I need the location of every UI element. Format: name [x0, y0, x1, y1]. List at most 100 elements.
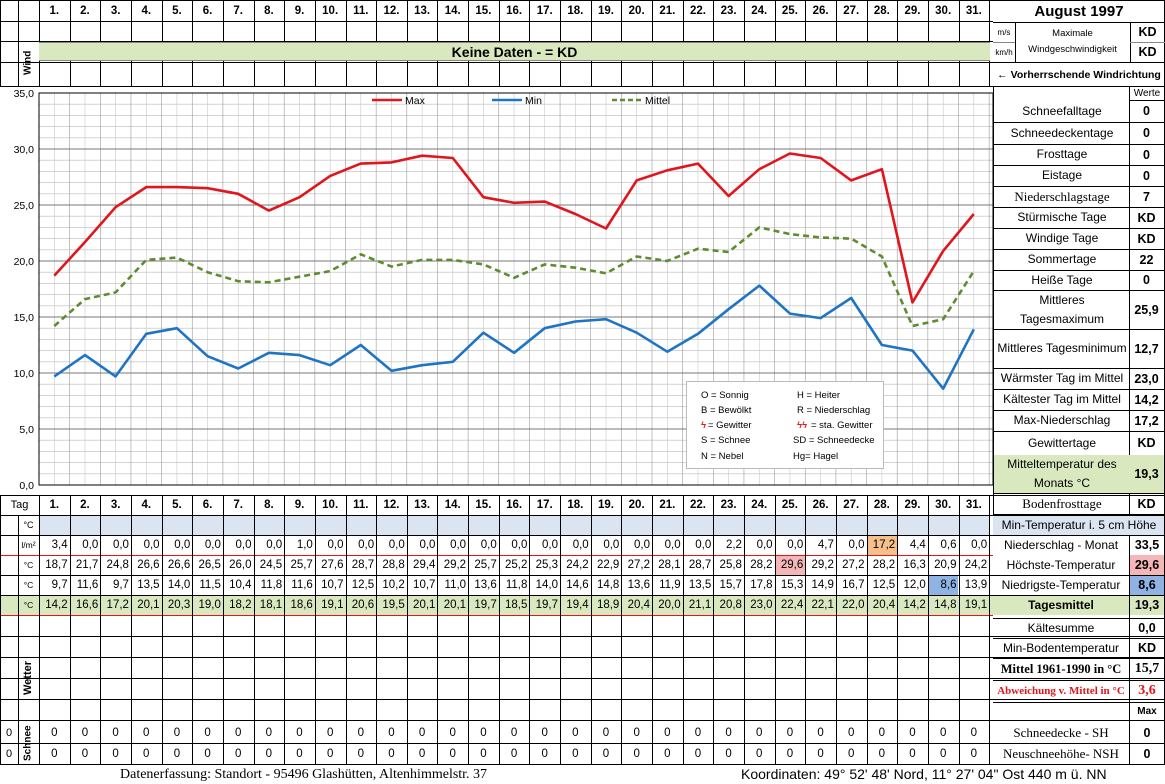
day-header-bottom-31: 31.	[965, 499, 982, 511]
stat-label-8: Heiße Tage	[1031, 273, 1093, 287]
tmean-cell-24: 23,0	[750, 599, 773, 611]
tmin-cell-17: 14,0	[535, 579, 559, 591]
stat-value-2: 0	[1143, 147, 1150, 162]
day-header-bottom-23: 23.	[720, 499, 737, 511]
grid-line-v	[897, 61, 898, 86]
tag-label: Tag	[10, 499, 29, 511]
precip-cell-29: 4,4	[909, 539, 926, 551]
tmin-cell-7: 10,4	[229, 579, 252, 591]
stat-value-3: 0	[1143, 168, 1150, 183]
grid-line-v	[499, 495, 500, 765]
tmin-cell-22: 13,5	[688, 579, 712, 591]
tmax-cell-4: 26,6	[137, 559, 160, 571]
precip-total: 33,5	[1134, 538, 1160, 552]
nsh-cell-2: 0	[81, 747, 89, 760]
stat-label-12: Kältester Tag im Mittel	[1003, 392, 1121, 406]
tmin-cell-30: 8,6	[927, 575, 959, 595]
tmin-cell-28: 12,5	[872, 579, 896, 591]
day-header-3: 3.	[110, 5, 121, 17]
sh-label: Schneedecke - SH	[1013, 724, 1109, 740]
grid-line-h	[993, 86, 1165, 87]
tmax-cell-12: 28,8	[382, 559, 405, 571]
tmean-cell-8: 18,1	[259, 599, 283, 611]
tmin-cell-16: 11,8	[505, 579, 528, 591]
grid-line-v	[928, 495, 929, 765]
grid-line-v	[18, 515, 19, 765]
grid-line-h	[993, 368, 1165, 369]
sh-cell-18: 0	[572, 726, 579, 739]
min5cm-label: Min-Temperatur i. 5 cm Höhe	[993, 515, 1165, 535]
nsh-cell-27: 0	[848, 747, 855, 760]
day-header-bottom-18: 18.	[567, 499, 584, 511]
day-header-16: 16.	[506, 5, 523, 17]
tmin-cell-18: 14,6	[566, 579, 589, 591]
tmax-total: 29,6	[1129, 555, 1165, 575]
precip-cell-4: 0,0	[143, 539, 160, 551]
grid-line-v	[621, 0, 622, 42]
day-header-bottom-25: 25.	[781, 499, 798, 511]
sh-cell-29: 0	[909, 726, 916, 739]
day-header-20: 20.	[628, 5, 645, 17]
y-tick-label: 25,0	[14, 200, 35, 212]
minboden-label: Min-Bodentemperatur	[1002, 641, 1120, 655]
precip-cell-28: 17,2	[866, 535, 898, 555]
tmean-label: Tagesmittel	[993, 595, 1129, 615]
legend-heiter: H = Heiter	[797, 390, 841, 401]
grid-line-v	[836, 61, 837, 86]
grid-line-h	[0, 743, 1165, 744]
grid-line-v	[100, 495, 101, 765]
grid-line-v	[1015, 22, 1016, 62]
day-header-18: 18.	[567, 5, 584, 17]
tmean-cell-4: 20,1	[137, 599, 160, 611]
grid-line-h	[993, 638, 1165, 639]
nsh-cell-11: 0	[357, 747, 365, 760]
day-header-21: 21.	[659, 5, 676, 17]
grid-line-v	[284, 495, 285, 765]
grid-line-v	[223, 495, 224, 765]
grid-line-v	[346, 0, 347, 42]
grid-line-v	[713, 495, 714, 765]
day-header-11: 11.	[353, 5, 369, 17]
tmean-cell-30: 14,8	[934, 599, 957, 611]
grid-line-v	[928, 0, 929, 42]
grid-line-h	[993, 270, 1165, 271]
tmin-cell-12: 10,2	[382, 579, 405, 591]
tmax-cell-21: 28,1	[658, 559, 681, 571]
grid-line-v	[959, 61, 960, 86]
tmax-cell-14: 29,2	[443, 559, 467, 571]
stat-label-4: Niederschlagstage	[1014, 189, 1110, 204]
stat-value-4: 7	[1143, 189, 1150, 204]
grid-line-v	[284, 61, 285, 86]
y-tick-label: 15,0	[14, 312, 35, 324]
day-header-30: 30.	[935, 5, 952, 17]
tmin-cell-31: 13,9	[964, 579, 988, 591]
stat-label-3: Eistage	[1041, 168, 1083, 182]
grid-line-h	[0, 636, 1165, 637]
grid-line-v	[315, 495, 316, 765]
sh-cell-25: 0	[786, 726, 794, 739]
nsh-cell-20: 0	[633, 747, 640, 760]
nsh-cell-29: 0	[909, 747, 916, 760]
day-header-bottom-7: 7.	[233, 499, 243, 511]
grid-line-v	[1129, 535, 1130, 765]
tmin-cell-15: 13,6	[474, 579, 497, 591]
kaelte-value: 0,0	[1138, 621, 1156, 635]
sh-cell-11: 0	[357, 726, 365, 739]
precip-cell-15: 0,0	[480, 539, 497, 551]
legend-label-max: Max	[405, 95, 426, 107]
legend-schneedecke: SD = Schneedecke	[793, 435, 875, 446]
series-line-mittel	[53, 226, 975, 328]
month-title: August 1997	[1034, 2, 1124, 20]
data-table: Tag 1. 2. 3. 4. 5. 6. 7. 8. 9. 10. 11. 12. 13. 14. 15. 1…	[0, 495, 1165, 765]
precip-cell-27: 0,0	[848, 539, 865, 551]
nsh-cell-8: 0	[265, 747, 273, 760]
stat-label-16: Bodenfrosttage	[1022, 496, 1102, 511]
day-header-bottom-17: 17.	[536, 499, 553, 511]
tmean-cell-12: 19,5	[382, 599, 405, 611]
grid-line-v	[192, 495, 193, 765]
precip-cell-14: 0,0	[450, 539, 467, 551]
nsh-cell-25: 0	[786, 747, 794, 760]
grid-line-v	[621, 61, 622, 86]
unit-tmin: °C	[23, 580, 34, 590]
unit-precip: l/m²	[21, 540, 36, 550]
